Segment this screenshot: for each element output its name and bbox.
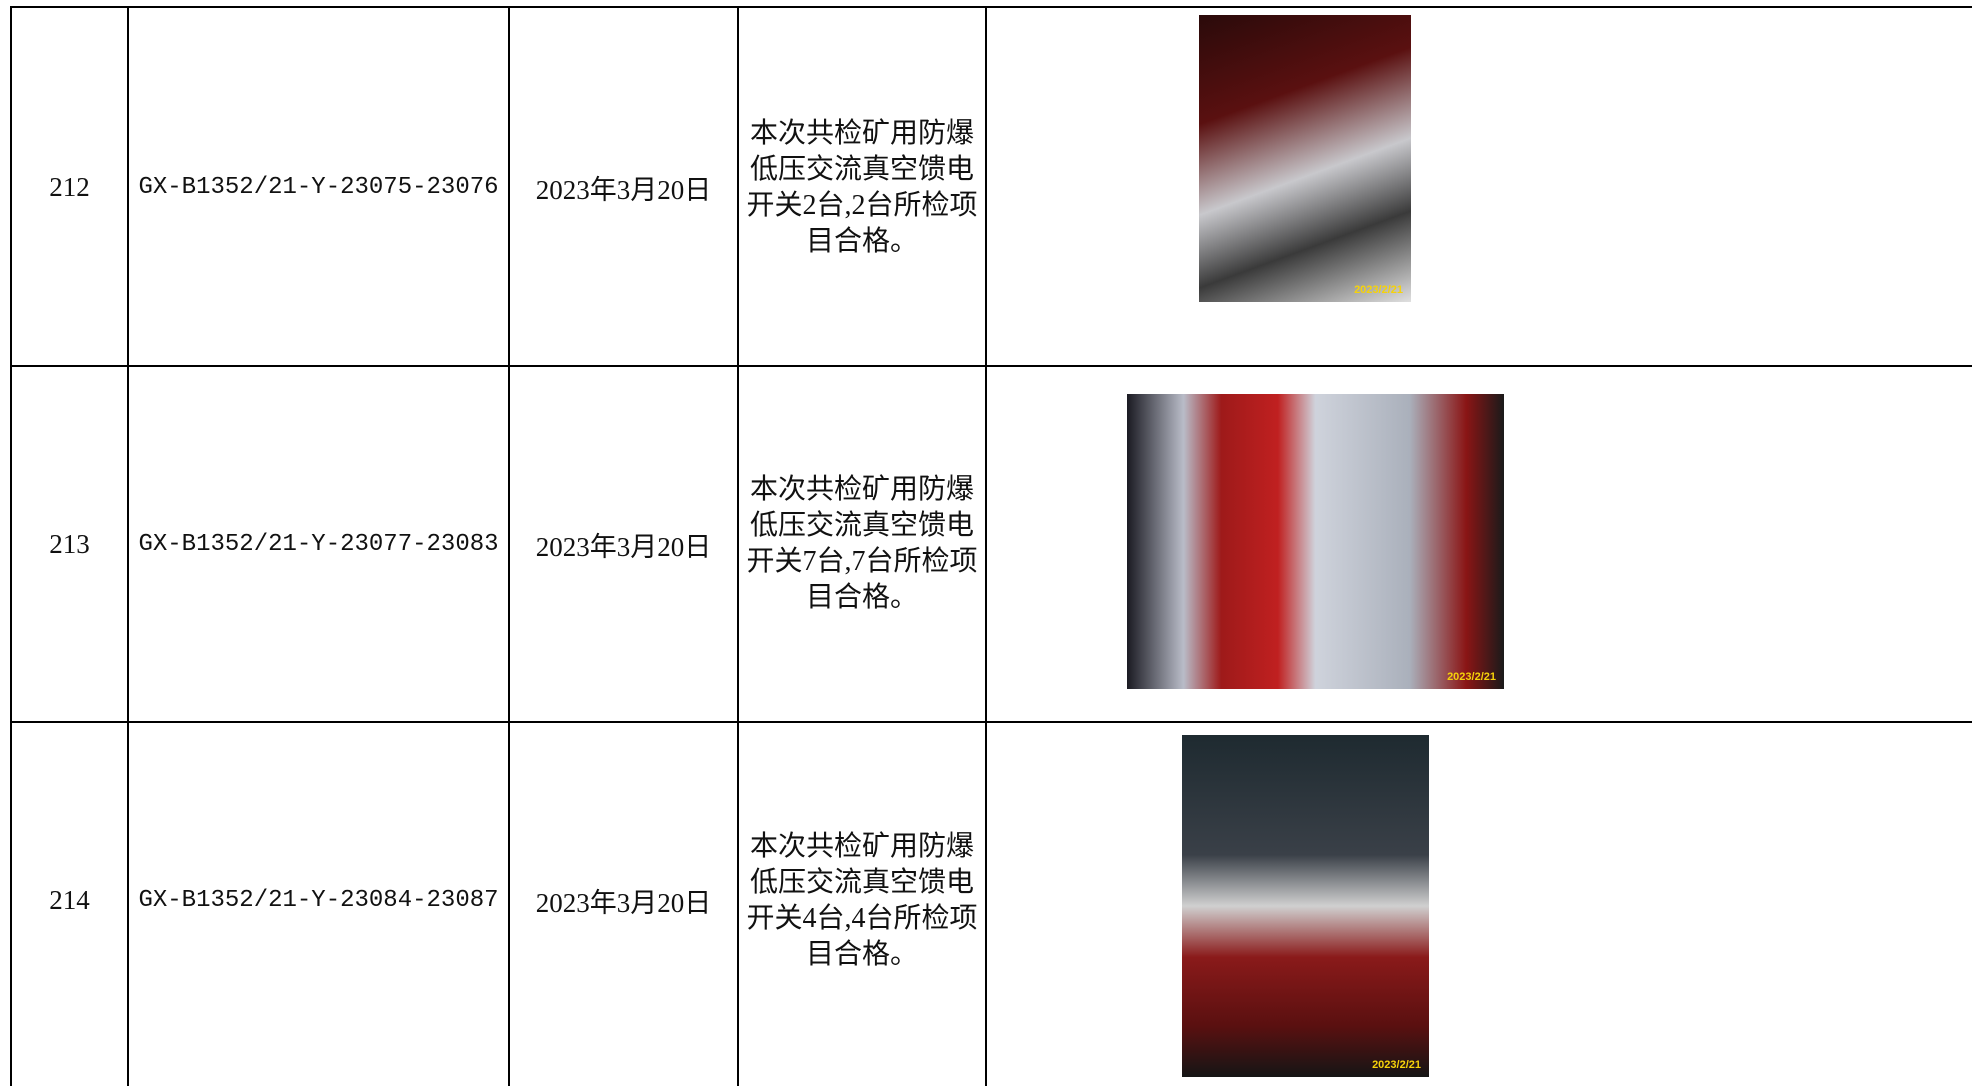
description-text: 本次共检矿用防爆低压交流真空馈电开关4台,4台所检项目合格。 — [746, 830, 978, 970]
description-text: 本次共检矿用防爆低压交流真空馈电开关7台,7台所检项目合格。 — [746, 474, 978, 613]
row-number: 214 — [12, 723, 127, 1078]
photo-date-stamp: 2023/2/21 — [1354, 284, 1403, 296]
row-divider — [10, 721, 1972, 723]
certificate-code: GX-B1352/21-Y-23075-23076 — [129, 10, 508, 365]
column-divider — [985, 6, 987, 1086]
row-number: 213 — [12, 367, 127, 721]
inspection-date: 2023年3月20日 — [510, 10, 737, 365]
inspection-date: 2023年3月20日 — [510, 367, 737, 721]
inspection-date-text: 2023年3月20日 — [535, 175, 712, 205]
inspection-photo: 2023/2/21 — [1182, 735, 1429, 1077]
description-text: 本次共检矿用防爆低压交流真空馈电开关2台,2台所检项目合格。 — [746, 117, 978, 257]
row-number-text: 213 — [49, 528, 90, 559]
inspection-date: 2023年3月20日 — [510, 723, 737, 1078]
column-divider — [127, 6, 129, 1086]
column-divider — [10, 6, 12, 1086]
row-number-text: 212 — [49, 172, 90, 202]
description: 本次共检矿用防爆低压交流真空馈电开关7台,7台所检项目合格。 — [739, 367, 985, 721]
description: 本次共检矿用防爆低压交流真空馈电开关2台,2台所检项目合格。 — [739, 10, 985, 365]
description: 本次共检矿用防爆低压交流真空馈电开关4台,4台所检项目合格。 — [739, 723, 985, 1078]
certificate-code-text: GX-B1352/21-Y-23077-23083 — [138, 530, 499, 558]
photo-date-stamp: 2023/2/21 — [1447, 671, 1496, 683]
inspection-photo: 2023/2/21 — [1199, 15, 1411, 302]
inspection-date-text: 2023年3月20日 — [535, 888, 712, 918]
column-divider — [737, 6, 739, 1086]
table-border — [10, 6, 1972, 8]
column-divider — [508, 6, 510, 1086]
row-number-text: 214 — [49, 885, 90, 915]
certificate-code-text: GX-B1352/21-Y-23075-23076 — [138, 174, 499, 201]
inspection-date-text: 2023年3月20日 — [535, 531, 712, 562]
row-divider — [10, 365, 1972, 367]
certificate-code: GX-B1352/21-Y-23077-23083 — [129, 367, 508, 721]
certificate-code-text: GX-B1352/21-Y-23084-23087 — [138, 887, 499, 914]
photo-date-stamp: 2023/2/21 — [1372, 1059, 1421, 1071]
inspection-photo: 2023/2/21 — [1127, 394, 1504, 689]
row-number: 212 — [12, 10, 127, 365]
certificate-code: GX-B1352/21-Y-23084-23087 — [129, 723, 508, 1078]
